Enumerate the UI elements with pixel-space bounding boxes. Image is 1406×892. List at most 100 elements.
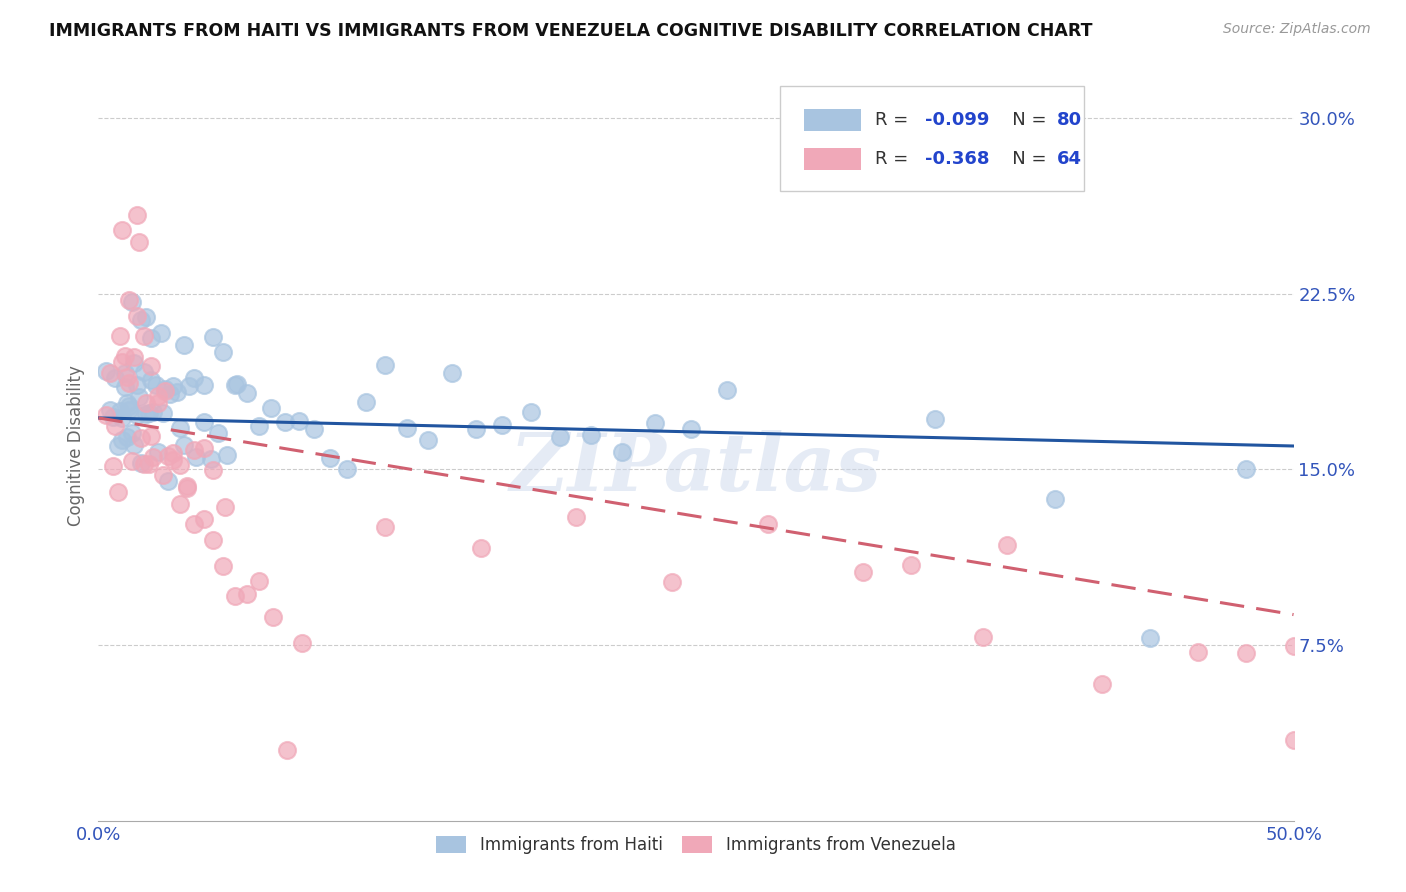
Point [104, 371, 127, 385]
Point [644, 416, 666, 430]
Point [716, 383, 738, 397]
Point [148, 445, 170, 459]
Point [565, 510, 588, 524]
Point [121, 425, 143, 440]
Point [111, 434, 134, 448]
Text: 80: 80 [1057, 112, 1083, 129]
Point [169, 458, 191, 472]
Point [169, 420, 191, 434]
Point [262, 609, 284, 624]
Point [149, 326, 172, 341]
Point [111, 223, 134, 237]
Point [115, 430, 138, 444]
Point [176, 481, 198, 495]
Point [94, 409, 117, 423]
Point [1282, 732, 1305, 747]
Point [121, 453, 143, 467]
Point [124, 356, 146, 370]
Point [235, 587, 257, 601]
Point [173, 437, 195, 451]
Point [128, 391, 150, 405]
Point [291, 636, 314, 650]
Point [354, 395, 377, 409]
Point [118, 403, 141, 417]
Point [972, 631, 994, 645]
Point [302, 421, 325, 435]
Point [142, 405, 165, 419]
Point [183, 370, 205, 384]
Point [217, 449, 239, 463]
Point [138, 457, 160, 471]
Text: R =: R = [876, 150, 914, 168]
Point [207, 426, 229, 441]
Point [176, 478, 198, 492]
Point [395, 421, 418, 435]
Text: N =: N = [995, 112, 1052, 129]
Text: R =: R = [876, 112, 914, 129]
Text: ZIPatlas: ZIPatlas [510, 430, 882, 508]
Point [247, 574, 270, 588]
Point [995, 539, 1018, 553]
Point [193, 415, 215, 429]
Point [610, 444, 633, 458]
Point [131, 456, 153, 470]
Point [200, 452, 222, 467]
Point [114, 380, 136, 394]
Point [152, 406, 174, 420]
Point [193, 511, 215, 525]
Point [224, 589, 246, 603]
Point [520, 405, 543, 419]
Point [1282, 639, 1305, 653]
Point [214, 500, 236, 514]
Point [226, 376, 249, 391]
Point [138, 406, 160, 420]
Point [115, 396, 138, 410]
Point [211, 558, 233, 573]
Point [118, 399, 141, 413]
Point [924, 412, 946, 426]
Point [128, 235, 150, 250]
Point [148, 396, 170, 410]
Text: 64: 64 [1057, 150, 1081, 168]
Point [155, 382, 177, 396]
Point [139, 373, 162, 387]
Point [1187, 645, 1209, 659]
Point [247, 418, 270, 433]
Point [1091, 677, 1114, 691]
Point [124, 350, 146, 364]
Point [661, 575, 683, 590]
Point [579, 427, 602, 442]
Point [114, 367, 136, 381]
Point [145, 377, 167, 392]
Point [132, 457, 155, 471]
Y-axis label: Cognitive Disability: Cognitive Disability [66, 366, 84, 526]
Point [900, 558, 922, 572]
Point [111, 355, 134, 369]
Point [202, 462, 225, 476]
Text: -0.368: -0.368 [925, 150, 990, 168]
Point [418, 433, 440, 447]
Point [183, 516, 205, 531]
Point [118, 293, 141, 307]
Point [193, 378, 215, 392]
Point [319, 450, 342, 465]
Point [155, 384, 177, 398]
Point [235, 386, 257, 401]
Point [179, 378, 201, 392]
Point [162, 446, 184, 460]
Point [276, 742, 298, 756]
Text: -0.099: -0.099 [925, 112, 990, 129]
Point [142, 450, 165, 464]
Point [274, 415, 297, 429]
Point [135, 396, 157, 410]
Point [101, 410, 124, 425]
Point [152, 467, 174, 482]
Point [131, 312, 153, 326]
Point [374, 359, 396, 373]
Point [202, 330, 225, 344]
Point [173, 338, 195, 352]
Point [111, 411, 134, 425]
Point [169, 497, 191, 511]
Point [259, 401, 281, 415]
Point [336, 462, 359, 476]
